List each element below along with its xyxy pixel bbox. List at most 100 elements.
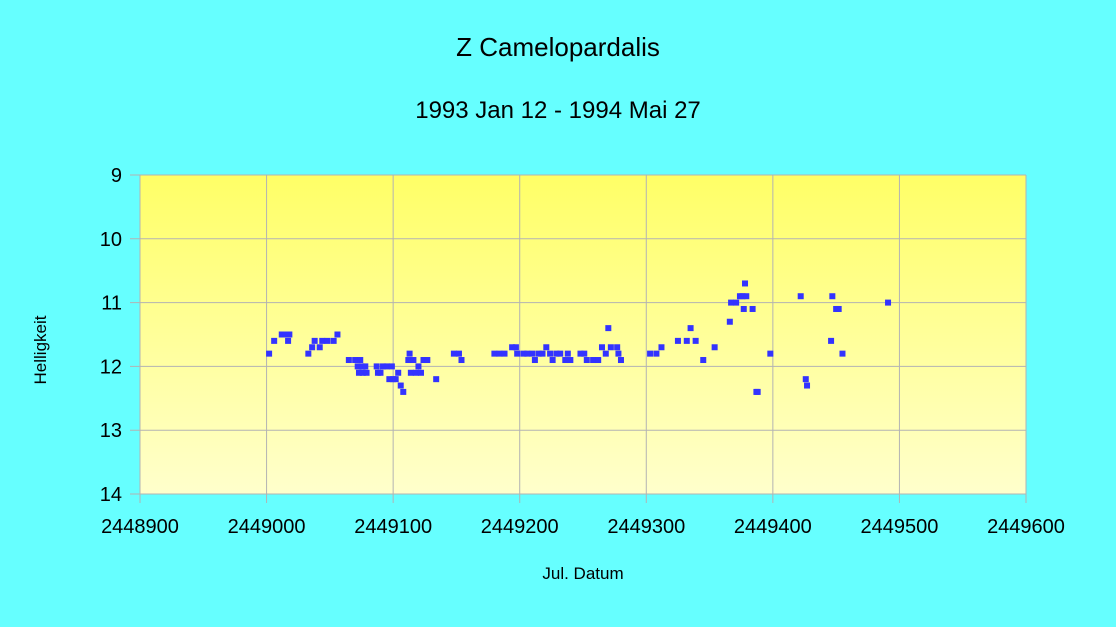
y-tick-label: 12 [100, 356, 122, 378]
x-tick-label: 2449400 [734, 516, 812, 538]
data-point [305, 350, 312, 357]
data-point [885, 299, 892, 306]
data-point [804, 382, 811, 389]
data-point [392, 376, 399, 383]
data-point [692, 337, 699, 344]
data-point [839, 350, 846, 357]
data-point [501, 350, 508, 357]
data-point [271, 337, 278, 344]
data-point [311, 337, 318, 344]
data-point [330, 337, 337, 344]
data-point [743, 293, 750, 300]
data-point [700, 357, 707, 364]
data-point [380, 363, 387, 370]
data-point [357, 357, 364, 364]
data-point [458, 357, 465, 364]
data-point [388, 363, 395, 370]
data-point [433, 376, 440, 383]
data-point [319, 337, 326, 344]
data-point [605, 325, 612, 332]
data-point [424, 357, 431, 364]
data-point [397, 382, 404, 389]
gridlines [130, 174, 1027, 503]
data-point [553, 350, 560, 357]
data-point [829, 293, 836, 300]
data-point [531, 357, 538, 364]
data-point [514, 350, 521, 357]
data-point [711, 344, 718, 351]
data-point [590, 357, 597, 364]
data-point [373, 363, 380, 370]
x-tick-label: 2449100 [354, 516, 432, 538]
data-point [543, 344, 550, 351]
data-point [562, 357, 569, 364]
y-tick-label: 13 [100, 420, 122, 442]
data-point [420, 357, 427, 364]
y-axis-ticks: 9 10 11 12 13 14 [100, 165, 122, 506]
data-point [282, 331, 289, 338]
data-point [400, 388, 407, 395]
data-point [278, 331, 285, 338]
data-point [395, 369, 402, 376]
data-point [742, 280, 749, 287]
data-point [577, 350, 584, 357]
data-point [352, 357, 359, 364]
data-point [658, 344, 665, 351]
data-point [835, 305, 842, 312]
data-point [359, 369, 366, 376]
data-point [386, 376, 393, 383]
y-tick-label: 10 [100, 229, 122, 251]
data-point [383, 363, 390, 370]
data-point [615, 350, 622, 357]
data-point [581, 350, 588, 357]
data-point [491, 350, 498, 357]
data-point [549, 357, 556, 364]
data-point [496, 350, 503, 357]
data-point [412, 369, 419, 376]
data-point [512, 344, 519, 351]
data-point [739, 293, 746, 300]
data-point [740, 305, 747, 312]
data-point [557, 350, 564, 357]
data-point [617, 357, 624, 364]
plot-area [140, 175, 1026, 494]
data-point [415, 363, 422, 370]
data-point [407, 369, 414, 376]
x-tick-label: 2448900 [101, 516, 179, 538]
data-point [417, 369, 424, 376]
data-point [334, 331, 341, 338]
data-point [802, 376, 809, 383]
data-point [355, 369, 362, 376]
data-point [547, 350, 554, 357]
data-point [647, 350, 654, 357]
x-axis-ticks: 2448900 2449000 2449100 2449200 2449300 24494… [101, 516, 1065, 538]
data-point [728, 299, 735, 306]
data-point [564, 350, 571, 357]
data-point [524, 350, 531, 357]
data-point [406, 350, 413, 357]
data-point [286, 331, 293, 338]
data-point [266, 350, 273, 357]
data-point [749, 305, 756, 312]
x-tick-label: 2449300 [607, 516, 685, 538]
data-point [607, 344, 614, 351]
data-point [598, 344, 605, 351]
x-axis-label: Jul. Datum [542, 564, 624, 583]
data-point [358, 363, 365, 370]
data-point [316, 344, 323, 351]
data-point [583, 357, 590, 364]
data-point [567, 357, 574, 364]
data-points [266, 280, 892, 395]
data-point [362, 363, 369, 370]
y-tick-label: 11 [101, 293, 122, 315]
data-point [450, 350, 457, 357]
data-point [529, 350, 536, 357]
data-point [602, 350, 609, 357]
data-point [726, 318, 733, 325]
data-point [733, 299, 740, 306]
data-point [828, 337, 835, 344]
x-tick-label: 2449500 [860, 516, 938, 538]
data-point [535, 350, 542, 357]
x-tick-label: 2449600 [987, 516, 1065, 538]
